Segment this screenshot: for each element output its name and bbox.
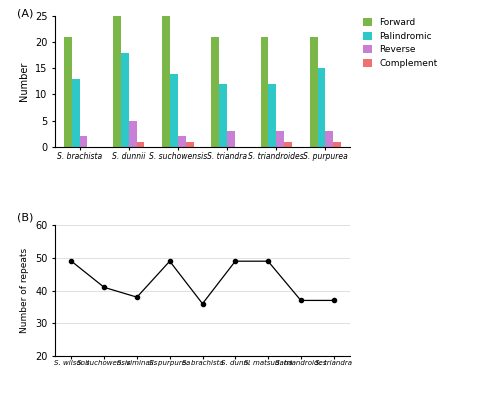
Bar bbox=[178, 136, 186, 147]
Bar bbox=[186, 142, 194, 147]
Bar bbox=[276, 131, 284, 147]
Text: (B): (B) bbox=[16, 212, 33, 222]
Y-axis label: Number: Number bbox=[20, 62, 30, 101]
Legend: Forward, Palindromic, Reverse, Complement: Forward, Palindromic, Reverse, Complemen… bbox=[364, 18, 438, 68]
Bar bbox=[326, 131, 334, 147]
Bar bbox=[121, 53, 129, 147]
Bar bbox=[162, 16, 170, 147]
Bar bbox=[318, 68, 326, 147]
Text: (A): (A) bbox=[16, 8, 33, 18]
Bar bbox=[260, 37, 268, 147]
Bar bbox=[268, 84, 276, 147]
Bar bbox=[310, 37, 318, 147]
Bar bbox=[72, 79, 80, 147]
Bar bbox=[212, 37, 219, 147]
Bar bbox=[80, 136, 88, 147]
Bar bbox=[334, 142, 341, 147]
Bar bbox=[64, 37, 72, 147]
Bar bbox=[219, 84, 227, 147]
Bar bbox=[113, 16, 121, 147]
Bar bbox=[170, 74, 178, 147]
Bar bbox=[129, 121, 136, 147]
Bar bbox=[284, 142, 292, 147]
Y-axis label: Number of repeats: Number of repeats bbox=[20, 248, 30, 333]
Bar bbox=[227, 131, 235, 147]
Bar bbox=[136, 142, 144, 147]
